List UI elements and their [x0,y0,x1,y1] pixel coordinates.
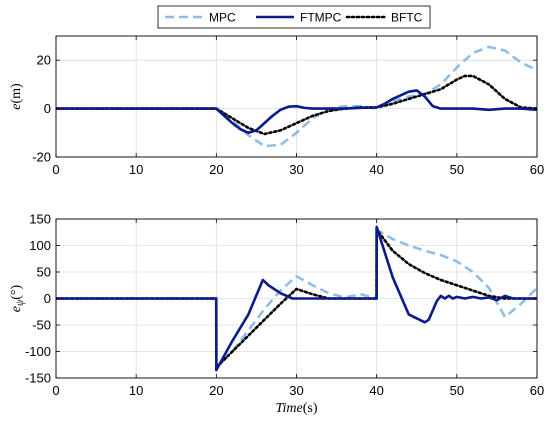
legend-label-ftmpc: FTMPC [300,11,342,25]
legend: MPC FTMPC BFTC [157,5,431,29]
y-tick-label: 0 [44,291,51,306]
x-tick-label: 10 [129,383,143,398]
x-tick-label: 30 [289,162,303,177]
x-tick-label: 40 [369,383,383,398]
y-tick-label: -150 [25,371,51,386]
legend-label-bftc: BFTC [391,11,423,25]
y-tick-label: -50 [32,318,51,333]
x-tick-label: 10 [129,162,143,177]
y-tick-label: 0 [44,101,51,116]
x-tick-label: 50 [450,383,464,398]
series-line-mpc [56,228,537,369]
x-tick-label: 60 [530,162,544,177]
x-tick-label: 60 [530,383,544,398]
y-tick-label: 20 [37,53,51,68]
series-line-ftmpc [56,225,537,372]
y-axis-label: e(m) [9,83,24,110]
y-tick-label: -20 [32,150,51,165]
y-tick-label: 50 [37,265,51,280]
x-tick-label: 20 [209,162,223,177]
x-tick-label: 40 [369,162,383,177]
y-tick-label: 150 [29,212,51,227]
x-tick-label: 0 [52,383,59,398]
series-line-ftmpc [56,89,537,135]
y-tick-label: -100 [25,344,51,359]
x-tick-label: 50 [450,162,464,177]
plot-heading-error: 0 10 20 30 40 50 60 -150 -100 -50 0 50 100 150 eψ(°) Ti… [9,212,544,417]
x-tick-label: 0 [52,162,59,177]
x-tick-label: 20 [209,383,223,398]
y-axis-label: eψ(°) [9,284,26,312]
x-axis-label: Time(s) [275,401,317,416]
y-tick-label: 100 [29,238,51,253]
legend-label-mpc: MPC [209,11,236,25]
x-tick-label: 30 [289,383,303,398]
